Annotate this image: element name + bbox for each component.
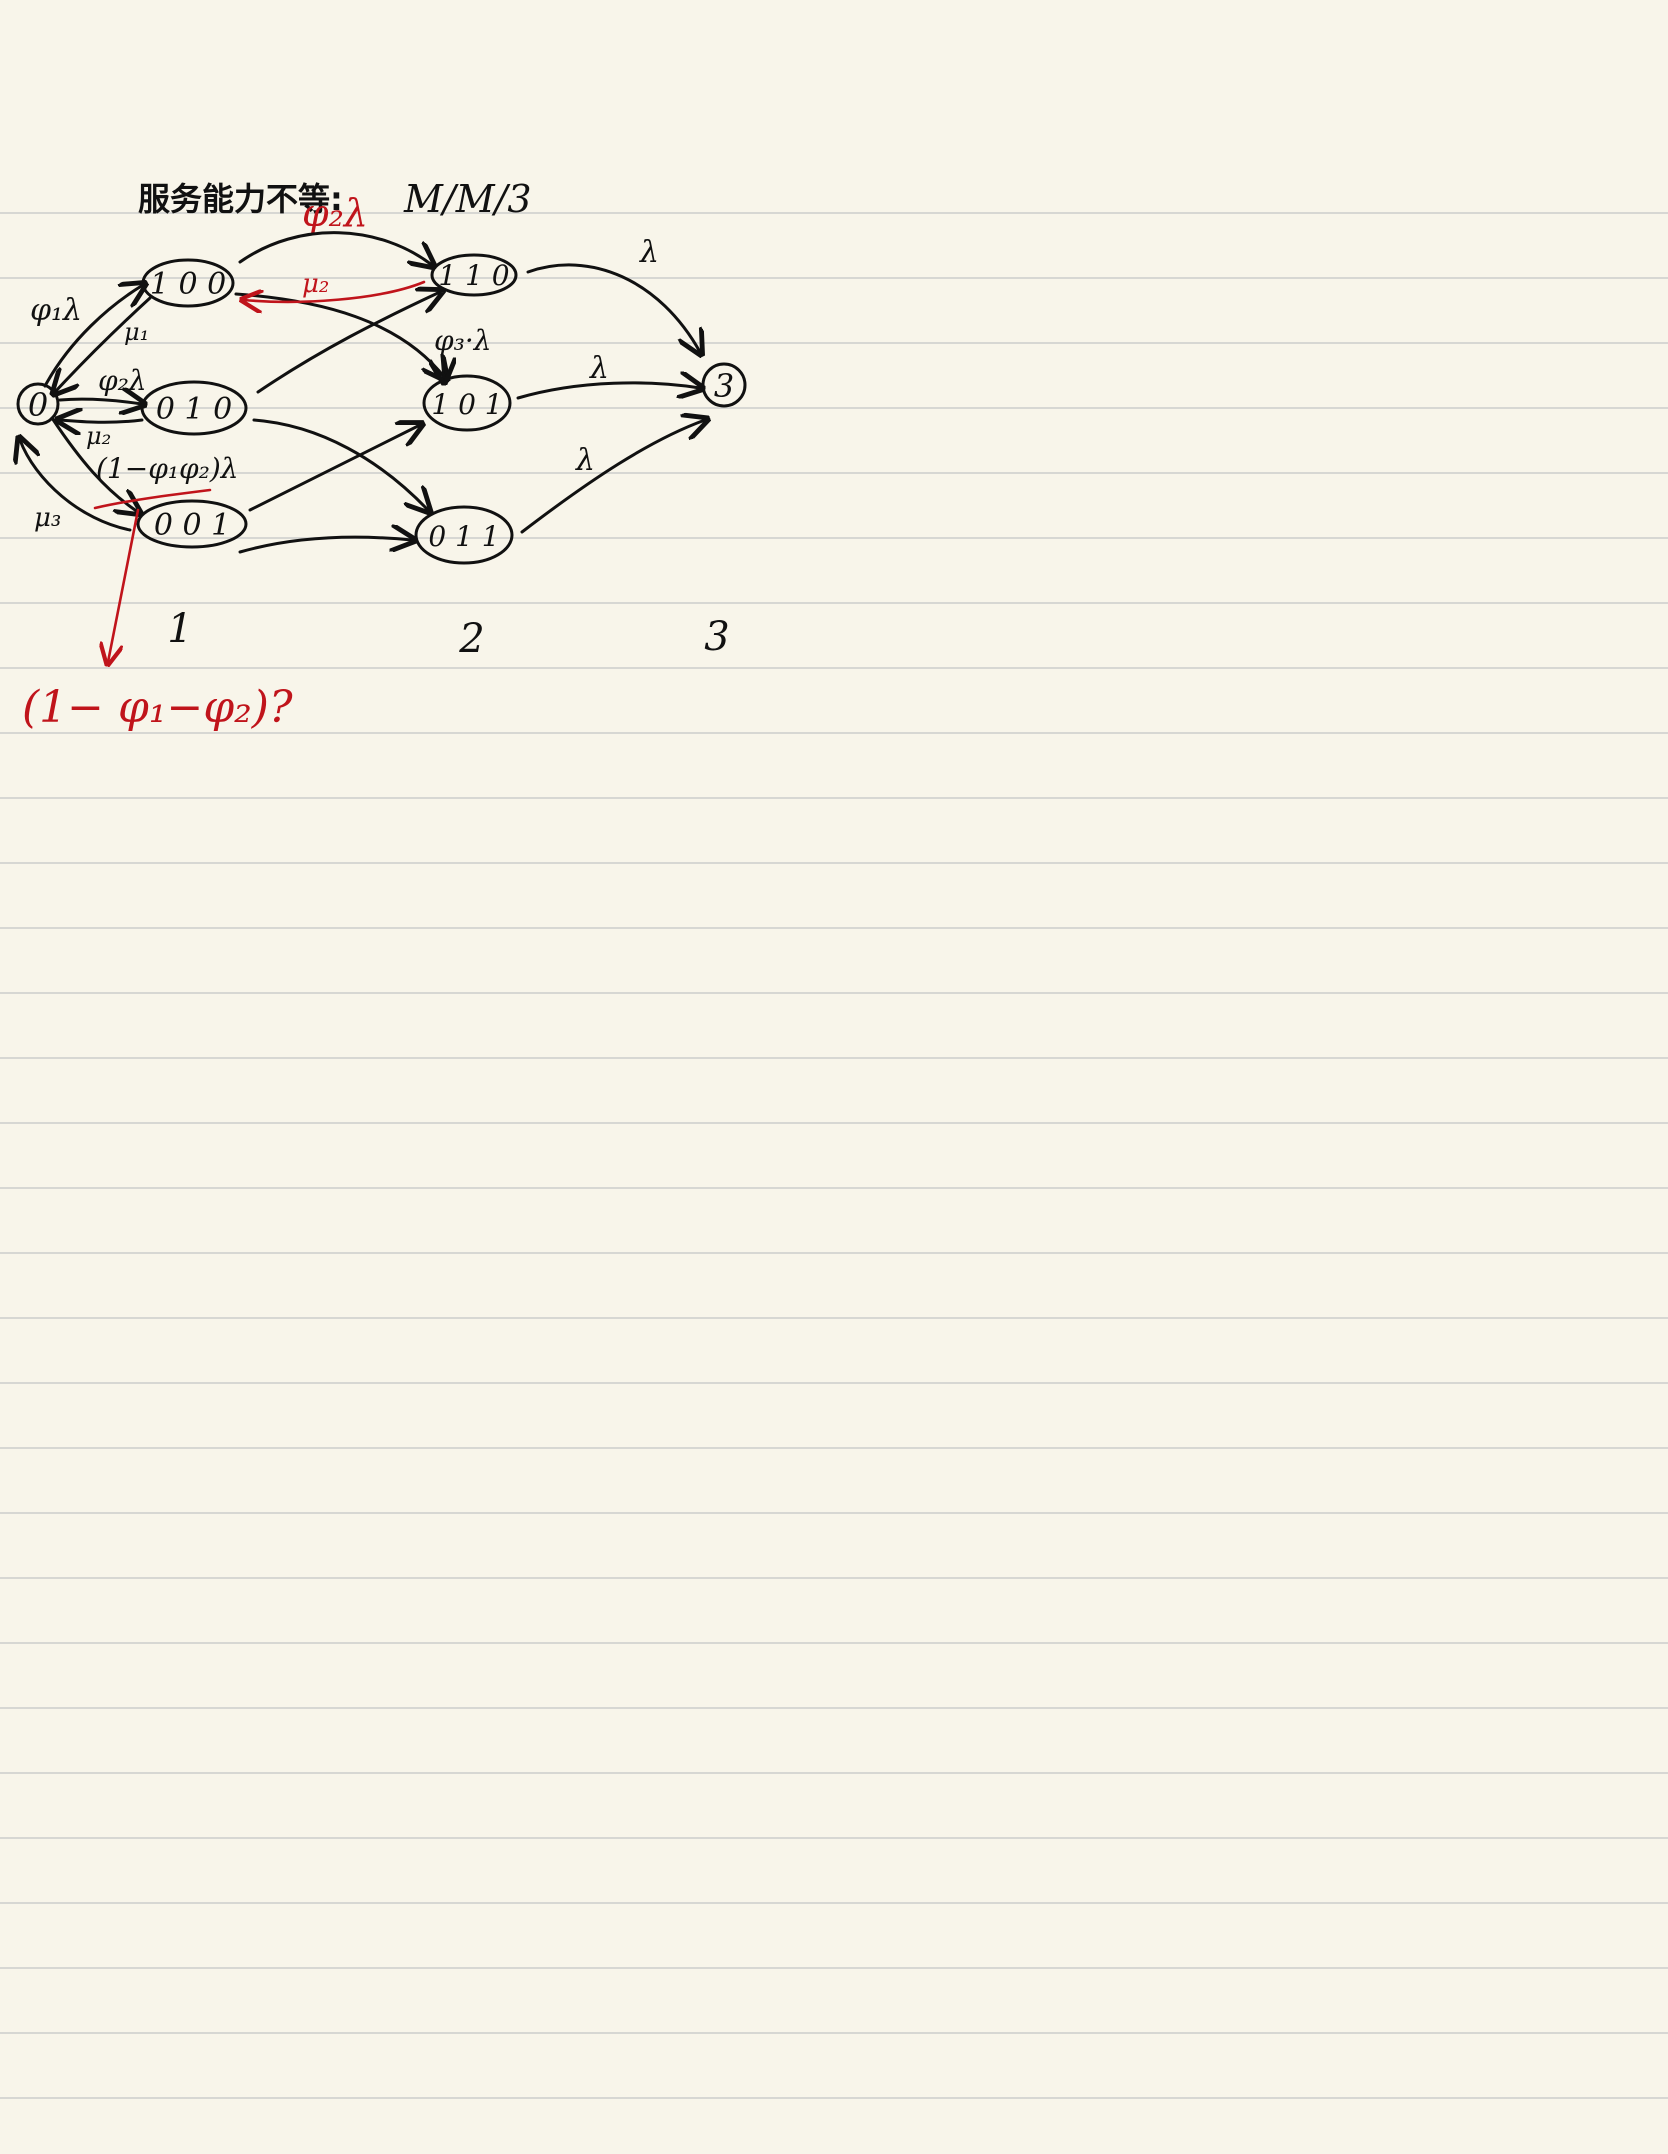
state-0: 0	[16, 382, 60, 426]
state-001-label: 0 0 1	[154, 508, 230, 543]
label-lambda-011-3: λ	[575, 443, 595, 478]
label-lambda-101-3: λ	[589, 351, 609, 386]
edge-0-to-001	[50, 416, 138, 512]
column-3-label: 3	[704, 614, 729, 660]
edge-110-to-3	[526, 263, 700, 352]
state-011-label: 0 1 1	[428, 520, 499, 553]
red-edge-110-to-100	[244, 280, 426, 302]
transitions	[20, 231, 705, 552]
column-2-label: 2	[458, 616, 484, 662]
edge-001-to-0	[20, 440, 132, 532]
edge-100-to-110	[238, 231, 432, 265]
state-3-label: 3	[714, 367, 734, 405]
edge-100-to-101	[234, 292, 445, 378]
state-010: 0 1 0	[140, 380, 248, 436]
state-010-label: 0 1 0	[156, 392, 232, 427]
label-one-minus-lambda: (1−φ₁φ₂)λ	[96, 452, 239, 485]
column-1-label: 1	[167, 606, 192, 652]
state-011: 0 1 1	[414, 505, 514, 565]
edge-010-to-011	[252, 418, 428, 510]
red-underline	[93, 488, 212, 510]
edge-001-to-011	[238, 537, 412, 552]
label-phi1-lambda: φ₁λ	[30, 293, 82, 328]
label-mu2: μ₂	[86, 422, 111, 450]
edge-100-to-0	[55, 296, 152, 392]
red-annotations	[93, 280, 426, 662]
state-110-label: 1 1 0	[438, 259, 509, 292]
state-110: 1 1 0	[430, 253, 518, 297]
state-100-label: 1 0 0	[150, 267, 226, 302]
edge-010-to-110	[256, 292, 440, 394]
state-101-label: 1 0 1	[431, 388, 502, 421]
red-question-pointer	[108, 508, 140, 662]
red-question: (1− φ₁−φ₂)?	[22, 682, 293, 733]
label-mu1: μ₁	[124, 318, 149, 346]
edge-101-to-3	[516, 383, 700, 398]
label-lambda-110-3: λ	[639, 235, 659, 270]
edge-010-to-0	[60, 420, 144, 422]
edge-001-to-101	[248, 425, 420, 512]
model-label: M/M/3	[403, 177, 532, 221]
edge-011-to-3	[520, 420, 705, 534]
edge-phi3-pointer	[442, 353, 444, 380]
state-101: 1 0 1	[422, 374, 512, 432]
label-phi3-lambda: φ₃·λ	[434, 324, 491, 357]
ruled-lines	[0, 212, 1668, 2099]
state-3: 3	[701, 362, 747, 408]
edge-0-to-010	[58, 399, 142, 404]
page-title: 服务能力不等:	[138, 180, 343, 218]
label-mu3: μ₃	[34, 503, 61, 533]
state-0-label: 0	[28, 386, 48, 424]
label-phi2-lambda: φ₂λ	[98, 364, 147, 397]
red-arrival-label: φ₂λ	[302, 191, 368, 235]
red-label-mu2: μ₂	[302, 269, 329, 299]
state-001: 0 0 1	[136, 499, 248, 549]
state-100: 1 0 0	[141, 258, 235, 308]
